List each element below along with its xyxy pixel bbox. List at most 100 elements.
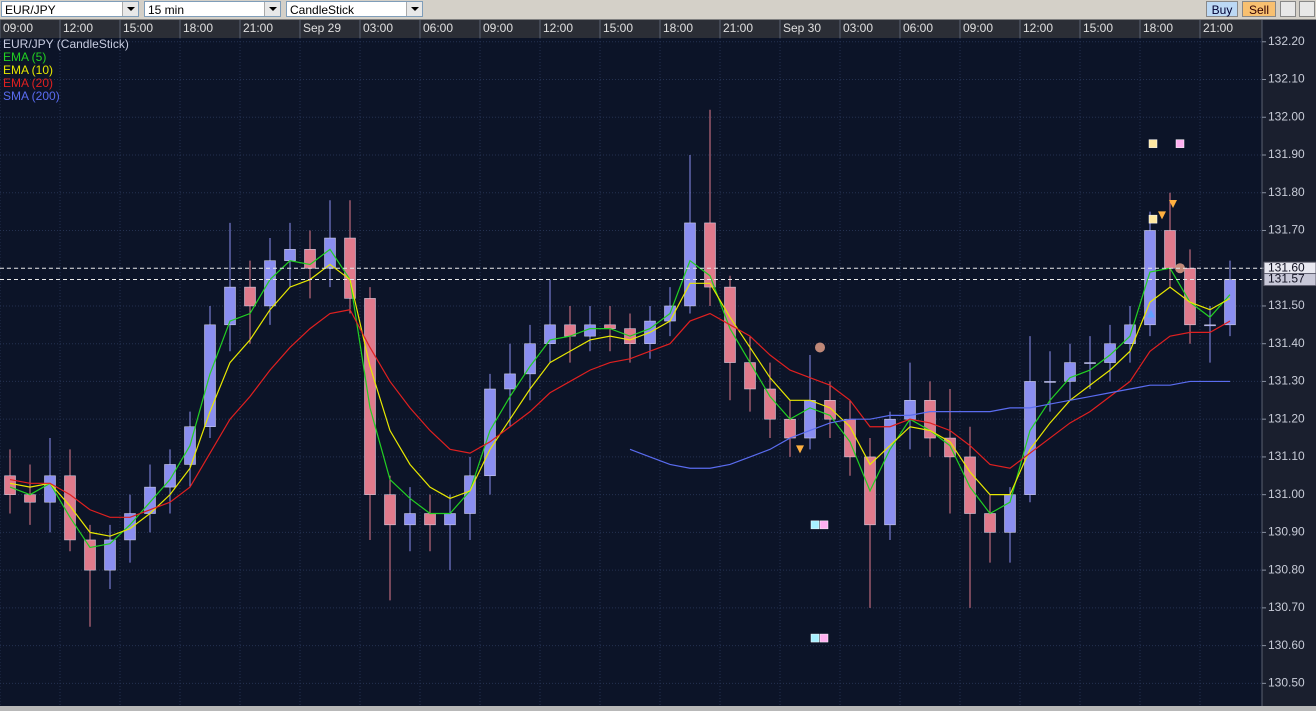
sell-button[interactable]: Sell (1242, 1, 1276, 17)
candle-body (524, 343, 536, 375)
tool-button[interactable] (1299, 1, 1315, 17)
legend-title: EUR/JPY (CandleStick) (3, 37, 129, 51)
x-tick-label: Sep 29 (303, 21, 341, 35)
candle-body (64, 475, 76, 541)
legend-entry: EMA (20) (3, 76, 53, 90)
candle-body (4, 475, 16, 495)
candle-body (744, 362, 756, 390)
candle-body (324, 237, 336, 269)
x-tick-label: 03:00 (363, 21, 393, 35)
candle-body (784, 418, 796, 439)
y-tick-label: 131.90 (1268, 147, 1305, 161)
x-tick-label: 06:00 (903, 21, 933, 35)
indicator-line (9, 309, 1231, 518)
legend-entry: EMA (10) (3, 63, 53, 77)
x-tick-label: 15:00 (123, 21, 153, 35)
x-tick-label: Sep 30 (783, 21, 821, 35)
symbol: EUR/JPY (5, 3, 56, 17)
candle-body (384, 494, 396, 526)
bottom-border (0, 706, 1316, 711)
signal-marker (810, 633, 820, 643)
price-label-box (1263, 273, 1316, 287)
indicator-line (629, 380, 1230, 469)
candle-body (124, 513, 136, 541)
y-tick-label: 131.10 (1268, 449, 1305, 463)
candle-body (1204, 324, 1216, 327)
y-tick-label: 132.20 (1268, 34, 1305, 48)
candle-body (464, 475, 476, 514)
x-tick-label: 21:00 (1203, 21, 1233, 35)
chart-type: CandleStick (290, 3, 355, 17)
plot (4, 109, 1236, 643)
y-tick-label: 132.00 (1268, 109, 1305, 123)
candle-body (1064, 362, 1076, 382)
candle-body (284, 249, 296, 261)
candle-body (1084, 362, 1096, 364)
candle-body (544, 324, 556, 344)
x-tick-label: 18:00 (183, 21, 213, 35)
candle-body (224, 286, 236, 326)
x-tick-label: 12:00 (1023, 21, 1053, 35)
candle-body (404, 513, 416, 526)
y-tick-label: 131.70 (1268, 223, 1305, 237)
signal-marker (1148, 139, 1158, 148)
candle-body (764, 388, 776, 420)
candle-body (84, 539, 96, 571)
signal-marker (815, 342, 825, 353)
y-tick-label: 131.00 (1268, 487, 1305, 501)
candle-body (1224, 279, 1236, 326)
candle-body (1164, 230, 1176, 269)
dropdown-arrow (406, 2, 422, 16)
x-tick-label: 06:00 (423, 21, 453, 35)
candle-body (684, 222, 696, 307)
y-tick-label: 130.70 (1268, 600, 1305, 614)
signal-marker (810, 520, 820, 530)
candle-body (304, 249, 316, 269)
x-tick-label: 09:00 (483, 21, 513, 35)
signal-marker (1175, 139, 1185, 148)
candle-body (904, 400, 916, 420)
price-label: 131.60 (1268, 260, 1305, 274)
x-tick-label: 21:00 (243, 21, 273, 35)
y-tick-label: 130.90 (1268, 525, 1305, 539)
signal-marker (819, 520, 829, 530)
tool-button[interactable] (1280, 1, 1296, 17)
buy-button[interactable]: Buy (1206, 1, 1238, 17)
y-tick-label: 131.40 (1268, 336, 1305, 350)
candle-body (244, 286, 256, 307)
candle-body (924, 400, 936, 439)
signal-marker (819, 633, 829, 643)
price-axis-band (1262, 20, 1316, 711)
x-tick-label: 18:00 (1143, 21, 1173, 35)
interval-select[interactable]: 15 min (144, 1, 281, 17)
y-tick-label: 130.60 (1268, 638, 1305, 652)
symbol-select[interactable]: EUR/JPY (1, 1, 139, 17)
candle-body (24, 494, 36, 503)
x-tick-label: 12:00 (63, 21, 93, 35)
x-tick-label: 09:00 (963, 21, 993, 35)
signal-marker (1148, 214, 1158, 224)
candle-body (944, 437, 956, 458)
candle-body (1024, 381, 1036, 495)
y-tick-label: 131.20 (1268, 411, 1305, 425)
y-tick-label: 132.10 (1268, 72, 1305, 86)
indicator-line (9, 263, 1231, 537)
legend: EUR/JPY (CandleStick) EMA (5)EMA (10)EMA… (3, 37, 129, 103)
x-tick-label: 15:00 (1083, 21, 1113, 35)
candle-body (444, 513, 456, 526)
x-tick-label: 03:00 (843, 21, 873, 35)
candle-body (264, 260, 276, 307)
candle-body (364, 298, 376, 495)
signal-marker (1147, 309, 1155, 318)
candle-body (964, 456, 976, 514)
x-tick-label: 12:00 (543, 21, 573, 35)
legend-entry: EMA (5) (3, 50, 46, 64)
signal-marker (1169, 200, 1177, 209)
chart-type-select[interactable]: CandleStick (286, 1, 423, 17)
price-label: 131.57 (1268, 272, 1305, 286)
toolbar: EUR/JPY 15 min CandleStick Buy Sell (0, 0, 1316, 20)
candle-body (424, 513, 436, 526)
y-tick-label: 130.80 (1268, 562, 1305, 576)
